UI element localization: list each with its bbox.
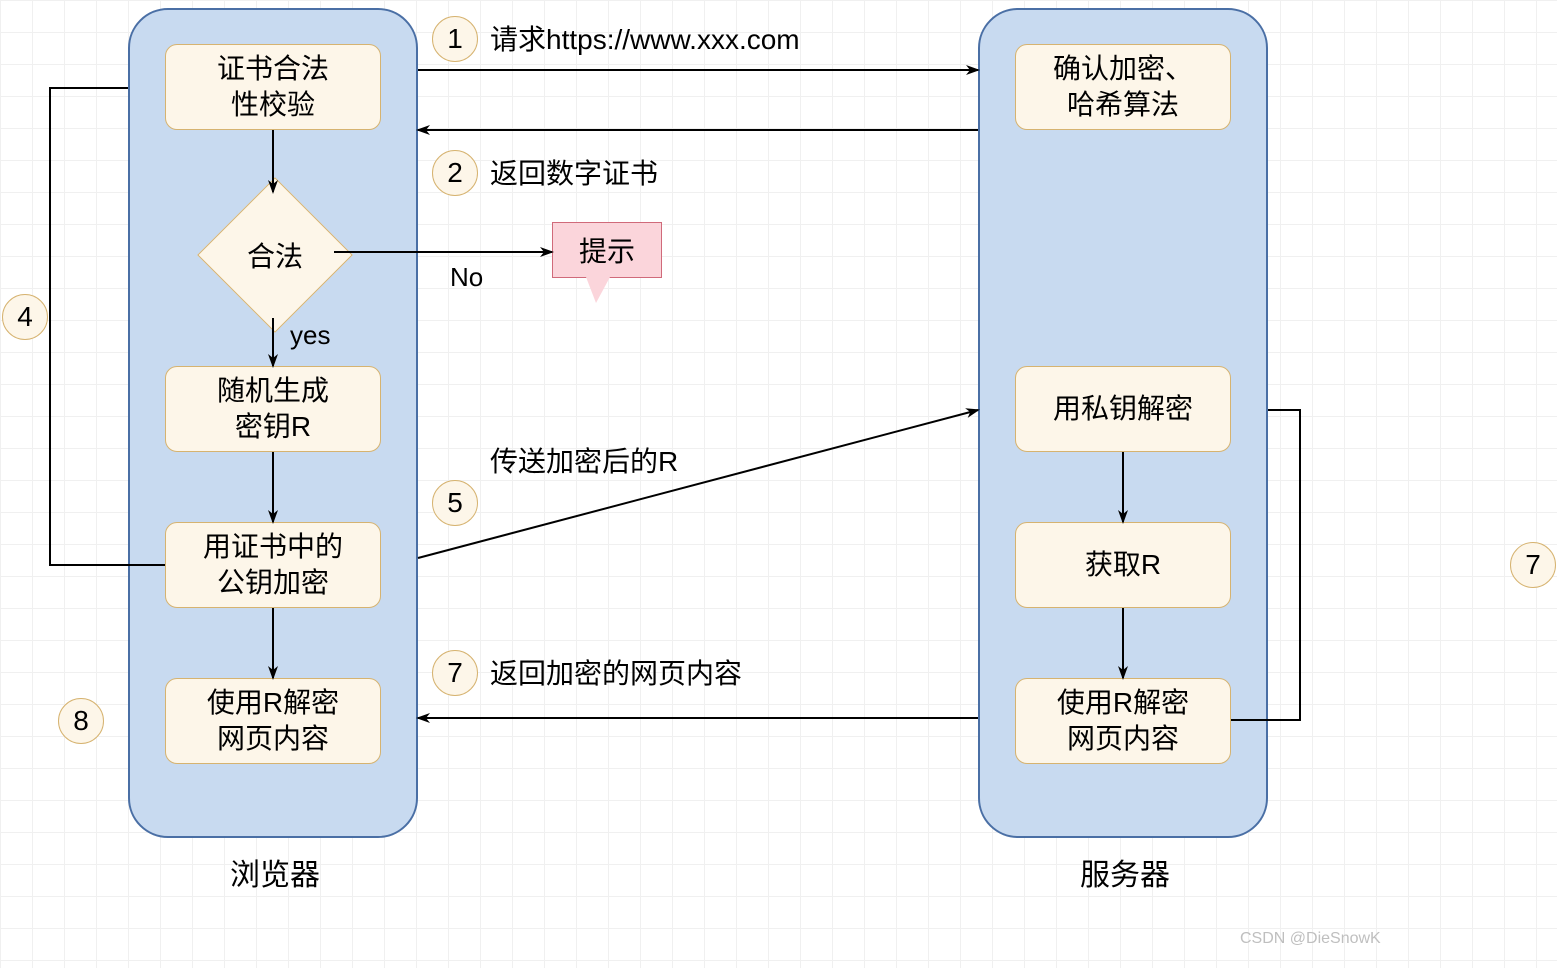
- watermark: CSDN @DieSnowK: [1240, 930, 1381, 948]
- badge-8: 8: [58, 698, 104, 744]
- badge-7-right: 7: [1510, 542, 1556, 588]
- node-confirm-algo: 确认加密、 哈希算法: [1015, 44, 1231, 130]
- msg-request: 请求https://www.xxx.com: [490, 18, 800, 58]
- node-cert-validate: 证书合法 性校验: [165, 44, 381, 130]
- node-encrypt-pubkey: 用证书中的 公钥加密: [165, 522, 381, 608]
- badge-1: 1: [432, 16, 478, 62]
- node-decrypt-privkey: 用私钥解密: [1015, 366, 1231, 452]
- node-legal-decision: 合法: [220, 200, 330, 310]
- msg-return-cert: 返回数字证书: [490, 152, 658, 192]
- lane-server-title: 服务器: [1075, 850, 1175, 894]
- callout-hint-tail: [586, 277, 610, 303]
- lane-browser-title: 浏览器: [225, 850, 325, 894]
- node-get-r: 获取R: [1015, 522, 1231, 608]
- node-gen-key-r: 随机生成 密钥R: [165, 366, 381, 452]
- badge-2: 2: [432, 150, 478, 196]
- msg-send-r: 传送加密后的R: [490, 440, 678, 480]
- badge-5: 5: [432, 480, 478, 526]
- node-legal-label: 合法: [220, 200, 330, 310]
- edge-label-no: No: [450, 262, 483, 293]
- node-decrypt-page-browser: 使用R解密 网页内容: [165, 678, 381, 764]
- arrow-msg5-diag: [418, 410, 978, 558]
- callout-hint: 提示: [552, 222, 662, 278]
- badge-4: 4: [2, 294, 48, 340]
- edge-label-yes: yes: [290, 320, 330, 351]
- node-decrypt-page-server: 使用R解密 网页内容: [1015, 678, 1231, 764]
- badge-7-left: 7: [432, 650, 478, 696]
- msg-return-page: 返回加密的网页内容: [490, 652, 742, 692]
